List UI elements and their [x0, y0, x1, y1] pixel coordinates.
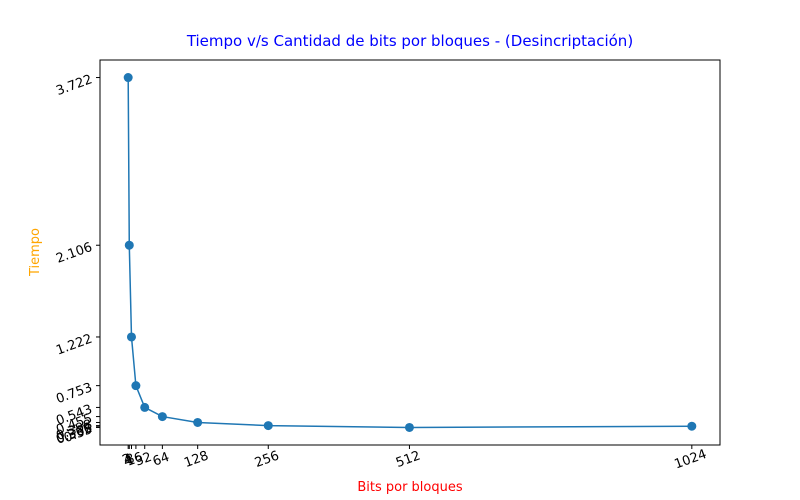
- line: [127, 77, 692, 429]
- x-tick-label: 128: [182, 448, 210, 471]
- x-tick-label: 512: [394, 448, 422, 471]
- plot-frame: [99, 59, 721, 446]
- x-tick-label: 256: [253, 448, 281, 471]
- chart-title: Tiempo v/s Cantidad de bits por bloques …: [186, 32, 633, 50]
- point: [126, 332, 136, 342]
- point: [131, 381, 141, 391]
- x-tick-label: 64: [151, 450, 172, 470]
- x-axis-label: Bits por bloques: [357, 480, 463, 495]
- point: [263, 421, 273, 431]
- y-tick-label: 1.222: [54, 332, 94, 359]
- y-axis-label: Tiempo: [28, 228, 43, 277]
- point: [124, 240, 134, 250]
- point: [404, 422, 414, 432]
- x-tick-label: 32: [133, 450, 154, 470]
- x-tick-label: 16: [124, 450, 145, 470]
- point: [687, 421, 697, 431]
- y-tick-label: 3.722: [54, 72, 94, 99]
- point: [193, 417, 203, 427]
- point: [123, 73, 133, 83]
- point: [157, 412, 167, 422]
- point: [140, 402, 150, 412]
- y-tick-label: 2.106: [54, 240, 94, 267]
- x-tick-label: 1024: [673, 447, 709, 472]
